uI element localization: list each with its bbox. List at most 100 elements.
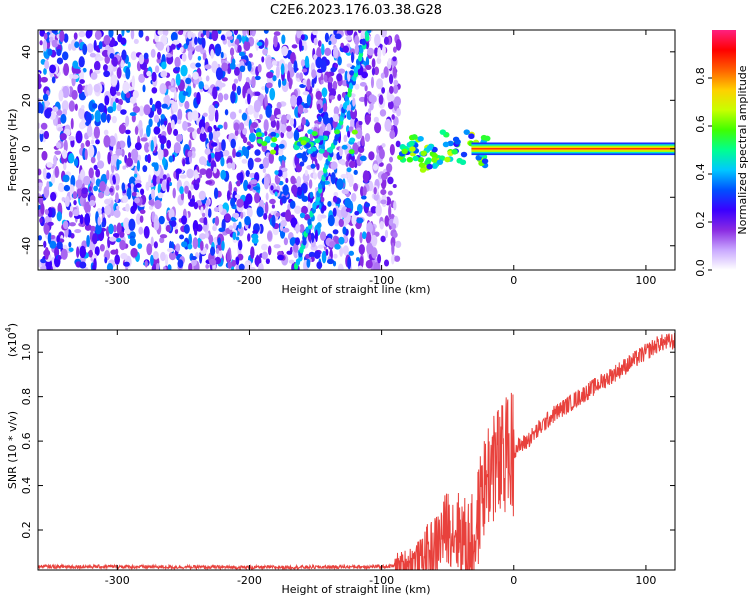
noise-speckle (123, 261, 130, 267)
noise-speckle (192, 219, 199, 233)
noise-speckle (288, 259, 295, 264)
spectrogram-y-axis-label: Frequency (Hz) (6, 109, 19, 192)
noise-speckle (393, 96, 402, 107)
noise-speckle (166, 53, 173, 58)
noise-speckle (47, 48, 53, 56)
noise-speckle (157, 192, 164, 199)
noise-speckle (373, 261, 381, 270)
noise-speckle (291, 184, 298, 195)
noise-speckle (347, 178, 354, 184)
noise-speckle (97, 191, 105, 199)
noise-speckle (202, 112, 208, 117)
noise-speckle (393, 200, 397, 211)
noise-speckle (306, 258, 311, 268)
noise-speckle (392, 66, 397, 79)
noise-speckle (116, 91, 121, 96)
noise-speckle (262, 167, 266, 174)
noise-speckle (131, 191, 137, 197)
noise-speckle (59, 133, 67, 141)
noise-speckle (350, 107, 358, 120)
noise-speckle (281, 34, 286, 45)
noise-speckle (228, 180, 233, 194)
noise-speckle (231, 259, 237, 267)
noise-speckle (389, 156, 394, 163)
noise-speckle (179, 186, 184, 195)
blob (349, 137, 356, 143)
noise-speckle (310, 163, 316, 169)
noise-speckle (53, 154, 57, 167)
streak-point (305, 226, 310, 234)
noise-speckle (49, 240, 57, 249)
noise-speckle (265, 105, 272, 118)
noise-speckle (268, 152, 275, 164)
noise-speckle (209, 258, 217, 266)
noise-speckle (212, 86, 218, 100)
noise-speckle (138, 73, 146, 84)
noise-speckle (187, 150, 193, 158)
noise-speckle (345, 35, 353, 41)
noise-speckle (395, 140, 401, 148)
noise-speckle (327, 201, 332, 207)
noise-speckle (123, 217, 130, 231)
noise-speckle (350, 228, 355, 238)
noise-speckle (210, 246, 216, 256)
noise-speckle (57, 127, 64, 132)
noise-speckle (364, 132, 371, 142)
noise-speckle (215, 67, 224, 81)
noise-speckle (153, 135, 157, 148)
noise-speckle (267, 231, 273, 241)
noise-speckle (98, 41, 103, 50)
noise-speckle (337, 68, 346, 74)
carrier-band (471, 148, 675, 150)
noise-speckle (170, 216, 177, 222)
noise-speckle (126, 157, 134, 167)
noise-speckle (93, 83, 101, 93)
noise-speckle (158, 215, 165, 225)
noise-speckle (308, 251, 316, 258)
carrier-blob (409, 146, 416, 152)
noise-speckle (346, 167, 352, 173)
noise-speckle (136, 160, 141, 172)
carrier-blob (452, 136, 460, 143)
noise-speckle (175, 73, 181, 86)
noise-speckle (369, 102, 374, 111)
noise-speckle (395, 240, 402, 249)
noise-speckle (330, 67, 337, 73)
carrier-blob (411, 134, 418, 140)
blob (256, 138, 263, 144)
noise-speckle (355, 127, 363, 140)
noise-speckle (182, 91, 189, 96)
noise-speckle (84, 213, 91, 226)
noise-speckle (73, 32, 78, 40)
noise-speckle (381, 143, 386, 148)
noise-speckle (116, 141, 121, 151)
noise-speckle (345, 207, 352, 213)
noise-speckle (233, 78, 239, 84)
noise-speckle (234, 38, 240, 46)
noise-speckle (231, 83, 237, 92)
carrier-blob (408, 140, 415, 147)
noise-speckle (392, 231, 398, 238)
noise-speckle (235, 151, 242, 158)
noise-speckle (195, 62, 202, 68)
noise-speckle (175, 243, 181, 252)
figure-title: C2E6.2023.176.03.38.G28 (270, 3, 442, 18)
noise-speckle (182, 120, 188, 131)
noise-speckle (166, 139, 172, 149)
blob (264, 136, 271, 142)
noise-speckle (153, 162, 159, 172)
noise-speckle (360, 186, 364, 197)
noise-speckle (321, 205, 327, 211)
noise-speckle (375, 204, 382, 217)
noise-speckle (238, 51, 246, 57)
noise-speckle (356, 257, 360, 262)
noise-speckle (220, 169, 227, 180)
blob (334, 129, 341, 135)
noise-speckle (77, 83, 83, 94)
noise-speckle (122, 81, 130, 94)
noise-speckle (220, 51, 224, 59)
noise-speckle (245, 76, 250, 83)
noise-speckle (364, 84, 368, 92)
noise-speckle (166, 45, 170, 53)
noise-speckle (163, 120, 168, 126)
